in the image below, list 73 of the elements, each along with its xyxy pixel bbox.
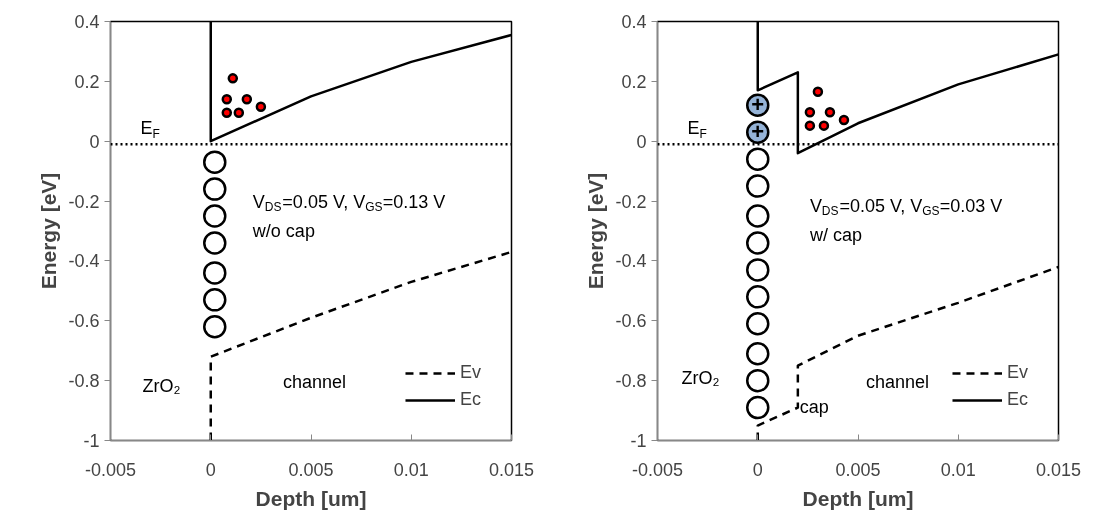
x-axis-title: Depth [um]: [802, 486, 914, 510]
annotation: ZrO₂: [142, 376, 181, 397]
point: [746, 204, 770, 228]
annotation: channel: [866, 371, 930, 392]
y-tick-label: -1: [83, 431, 100, 451]
annotation: +: [751, 118, 765, 144]
x-tick-label: 0.015: [488, 459, 535, 480]
point: [203, 288, 227, 312]
point: [221, 94, 233, 105]
point: [203, 315, 227, 339]
y-tick-label: 0: [636, 131, 647, 152]
annotation: channel: [282, 371, 346, 392]
y-tick-label: -0.4: [615, 251, 647, 272]
x-tick-label: 0.01: [393, 459, 429, 480]
point: [241, 94, 253, 105]
annotation: +: [751, 91, 765, 117]
point: [203, 204, 227, 228]
point: [746, 285, 770, 309]
y-tick-label: -0.6: [68, 311, 100, 332]
y-tick-label: -0.6: [615, 311, 647, 332]
point: [818, 120, 830, 131]
point: [824, 106, 836, 118]
y-tick-label: 0: [89, 131, 100, 152]
x-tick-label: 0: [205, 459, 216, 480]
annotation: cap: [799, 396, 829, 417]
x-tick-label: 0.005: [288, 459, 334, 480]
point: [233, 107, 245, 119]
point: [746, 258, 770, 282]
y-tick-label: -0.2: [615, 191, 647, 212]
legend-label: Ev: [459, 362, 481, 383]
point: [255, 101, 267, 113]
x-tick-label: 0.005: [835, 459, 881, 480]
legend-label: Ev: [1006, 362, 1028, 383]
y-tick-label: -0.8: [615, 371, 647, 392]
point: [812, 86, 824, 98]
y-axis-title: Energy [eV]: [584, 172, 608, 290]
y-axis-title: Energy [eV]: [37, 172, 61, 290]
y-tick-label: -0.2: [68, 191, 100, 212]
annotation: w/o cap: [251, 221, 315, 241]
x-tick-label: 0.015: [1035, 459, 1082, 480]
y-tick-label: 0.4: [74, 12, 100, 32]
point: [746, 312, 770, 336]
y-tick-label: -0.4: [68, 251, 100, 272]
annotation: ZrO₂: [681, 367, 720, 388]
legend-label: Ec: [459, 389, 481, 410]
point: [746, 174, 770, 198]
point: [804, 106, 816, 118]
point: [746, 147, 770, 171]
point: [838, 114, 850, 126]
point: [203, 150, 227, 174]
x-tick-label: -0.005: [84, 459, 137, 480]
x-tick-label: -0.005: [631, 459, 684, 480]
x-axis-title: Depth [um]: [255, 486, 367, 510]
x-tick-label: 0: [752, 459, 763, 480]
point: [203, 261, 227, 285]
point: [227, 73, 239, 84]
line-series: [209, 250, 512, 441]
y-tick-label: -0.8: [68, 371, 100, 392]
point: [203, 231, 227, 255]
point: [203, 177, 227, 201]
point: [746, 368, 770, 393]
y-tick-label: 0.2: [621, 71, 647, 92]
y-tick-label: 0.4: [621, 12, 647, 32]
point: [746, 395, 770, 420]
point: [221, 107, 233, 119]
point: [746, 341, 770, 366]
legend-label: Ec: [1006, 389, 1028, 410]
y-tick-label: -1: [630, 431, 647, 451]
x-tick-label: 0.01: [940, 459, 976, 480]
y-tick-label: 0.2: [74, 71, 100, 92]
annotation: w/ cap: [808, 225, 862, 246]
point: [804, 120, 816, 131]
point: [746, 231, 770, 255]
